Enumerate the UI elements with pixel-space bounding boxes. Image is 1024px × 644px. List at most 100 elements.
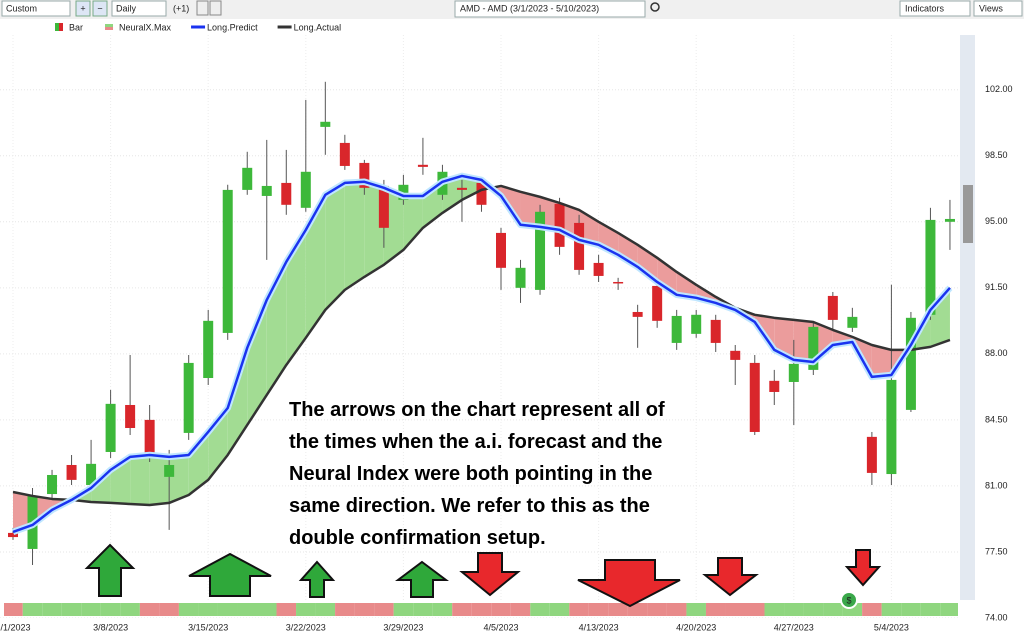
- down-arrow: [577, 559, 681, 608]
- down-arrow: [459, 552, 521, 597]
- band-fill: [188, 431, 209, 495]
- candle-body: [925, 219, 936, 315]
- neural-strip: [100, 603, 121, 616]
- neural-strip: [4, 603, 23, 616]
- plus-icon: +: [80, 3, 85, 13]
- neural-strip: [686, 603, 706, 616]
- offset-minus[interactable]: [209, 0, 222, 16]
- legend-label: Bar: [69, 22, 83, 32]
- candle-body: [788, 363, 799, 382]
- candle-body: [691, 314, 702, 334]
- views-label: Views: [979, 3, 1003, 13]
- legend-label: Long.Predict: [207, 22, 258, 32]
- band-fill: [871, 344, 892, 377]
- legend-swatch: [59, 23, 63, 31]
- candle-body: [554, 203, 565, 247]
- candle-body: [496, 232, 506, 268]
- line: [12, 184, 951, 507]
- neural-strip: [374, 603, 394, 616]
- candle-body: [808, 326, 819, 370]
- x-tick-label: 3/1/2023: [0, 622, 31, 632]
- zoom-in[interactable]: [75, 0, 91, 17]
- neural-strip: [725, 603, 745, 616]
- neural-strip: [823, 603, 843, 616]
- neural-strip: [510, 603, 531, 616]
- candle-body: [847, 316, 858, 328]
- neural-strip: [471, 603, 492, 616]
- annotation: double confirmation setup.: [289, 527, 546, 549]
- range-select[interactable]: [1, 0, 71, 17]
- candle-body: [613, 281, 624, 284]
- neural-strip: [159, 603, 179, 616]
- band-fill: [637, 244, 658, 282]
- candle-body: [866, 436, 877, 473]
- band-fill: [618, 232, 638, 267]
- candle-body: [515, 267, 526, 288]
- candle-body: [905, 317, 916, 410]
- search-icon[interactable]: [650, 2, 660, 12]
- interval-select[interactable]: [111, 0, 167, 17]
- x-tick-label: 4/20/2023: [676, 622, 716, 632]
- candle-body: [632, 311, 643, 317]
- candle-body: [417, 164, 428, 167]
- neural-strip: [315, 603, 336, 616]
- x-tick-label: 3/8/2023: [93, 622, 128, 632]
- offset-label: (+1): [173, 3, 189, 13]
- neural-strip: [530, 603, 550, 616]
- up-arrow: [188, 552, 272, 597]
- legend-swatch: [105, 27, 114, 30]
- band-fill: [325, 182, 345, 310]
- band-fill: [208, 408, 228, 480]
- indicators-label: Indicators: [905, 3, 945, 13]
- annotation: Neural Index were both pointing in the: [289, 463, 652, 485]
- candle-body: [769, 380, 780, 392]
- neural-strip: [335, 603, 355, 616]
- up-arrow: [298, 560, 336, 598]
- neural-strip: [881, 603, 902, 616]
- neural-strip: [803, 603, 824, 616]
- neural-strip: [198, 603, 218, 616]
- legend-swatch: [105, 24, 114, 27]
- neural-strip: [42, 603, 62, 616]
- band-fill: [344, 181, 365, 290]
- candle-body: [47, 474, 58, 495]
- neural-strip: [549, 603, 570, 616]
- up-arrow: [395, 560, 449, 598]
- candle-body: [749, 362, 760, 432]
- zoom-out[interactable]: [92, 0, 108, 17]
- neural-strip: [745, 603, 765, 616]
- legend-label: NeuralX.Max: [119, 22, 172, 32]
- candle-body: [242, 167, 253, 190]
- candle-body: [261, 185, 272, 196]
- neural-strip: [491, 603, 511, 616]
- annotation: same direction. We refer to this as the: [289, 495, 650, 517]
- x-tick-label: 4/13/2023: [579, 622, 619, 632]
- band-fill: [149, 454, 170, 505]
- band-fill: [247, 299, 267, 425]
- neural-strip: [588, 603, 609, 616]
- neural-strip: [432, 603, 453, 616]
- candle-body: [886, 379, 897, 475]
- neural-strip: [120, 603, 140, 616]
- neural-strip: [354, 603, 375, 616]
- neural-strip: [940, 603, 958, 616]
- views-select[interactable]: [973, 0, 1023, 17]
- band-fill: [227, 347, 248, 455]
- y-tick-label: 84.50: [985, 414, 1008, 424]
- symbol-box[interactable]: [454, 0, 646, 18]
- candle-body: [535, 211, 546, 290]
- y-tick-label: 77.50: [985, 546, 1008, 556]
- neural-strip: [237, 603, 257, 616]
- neural-strip: [276, 603, 297, 616]
- band-fill: [657, 257, 677, 295]
- offset-plus[interactable]: [196, 0, 209, 16]
- y-tick-label: 95.00: [985, 216, 1008, 226]
- legend-swatch: [55, 23, 59, 31]
- annotation: the times when the a.i. forecast and the: [289, 431, 662, 453]
- neural-strip: [452, 603, 472, 616]
- candle-body: [593, 262, 604, 276]
- indicators-select[interactable]: [899, 0, 971, 17]
- neural-strip: [22, 603, 43, 616]
